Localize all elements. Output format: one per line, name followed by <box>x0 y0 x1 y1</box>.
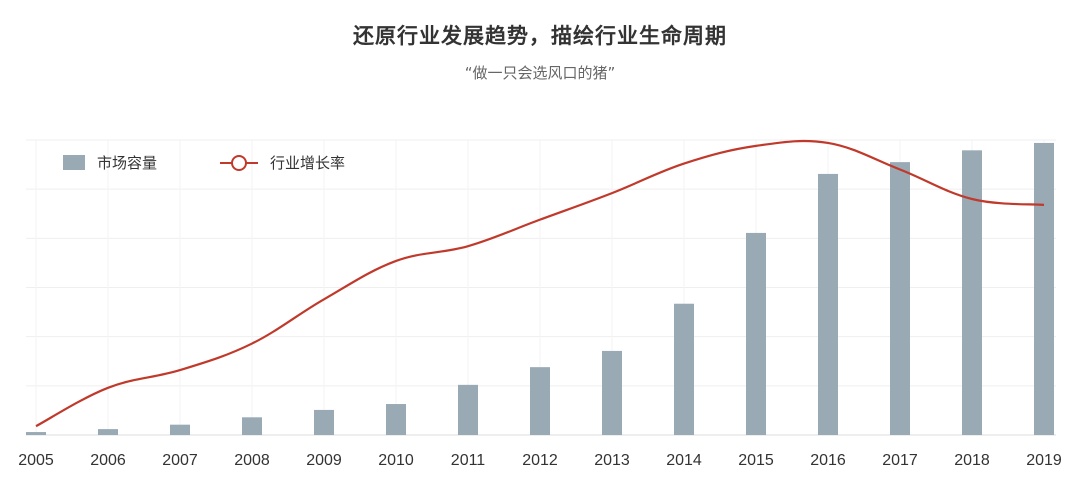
bar-2013 <box>602 350 622 435</box>
bar-2011 <box>458 384 478 435</box>
chart-title: 还原行业发展趋势，描绘行业生命周期 <box>353 24 727 48</box>
legend-swatch-bar <box>63 155 85 170</box>
bar-2016 <box>818 173 838 436</box>
x-tick-label: 2010 <box>378 452 414 469</box>
bar-2005 <box>26 432 46 435</box>
bar-2010 <box>386 404 406 435</box>
tick-layer: 2005 2006 2007 2008 2009 2010 2011 2012 2013 2014… <box>18 452 1062 469</box>
x-tick-label: 2019 <box>1026 452 1062 469</box>
x-tick-label: 2008 <box>234 452 270 469</box>
x-tick-label: 2017 <box>882 452 918 469</box>
bar-2018 <box>962 150 982 435</box>
x-tick-label: 2005 <box>18 452 54 469</box>
bar-2006 <box>98 429 118 435</box>
x-tick-label: 2014 <box>666 452 702 469</box>
x-tick-label: 2012 <box>522 452 558 469</box>
line-layer <box>35 139 1045 428</box>
bar-2014 <box>674 303 694 435</box>
legend-label-market: 市场容量 <box>97 154 157 172</box>
bar-layer <box>26 142 1054 436</box>
x-tick-label: 2011 <box>451 452 486 469</box>
legend-swatch-marker <box>231 155 247 171</box>
bar-2012 <box>530 367 550 435</box>
x-tick-label: 2015 <box>738 452 774 469</box>
x-tick-label: 2013 <box>594 452 630 469</box>
x-tick-label: 2009 <box>306 452 342 469</box>
x-tick-label: 2007 <box>162 452 198 469</box>
legend: 市场容量 行业增长率 <box>63 154 345 172</box>
bar-2008 <box>242 417 262 435</box>
x-tick-label: 2016 <box>810 452 846 469</box>
bar-2017 <box>890 162 910 435</box>
bar-2015 <box>746 232 766 435</box>
legend-label-growth: 行业增长率 <box>270 154 345 172</box>
bar-2009 <box>314 409 334 435</box>
x-tick-label: 2018 <box>954 452 990 469</box>
bar-2019 <box>1034 142 1054 435</box>
bar-2007 <box>170 424 190 435</box>
chart-subtitle: “做一只会选风口的猪” <box>464 64 616 82</box>
growth-rate-line <box>35 139 1045 428</box>
x-tick-label: 2006 <box>90 452 126 469</box>
